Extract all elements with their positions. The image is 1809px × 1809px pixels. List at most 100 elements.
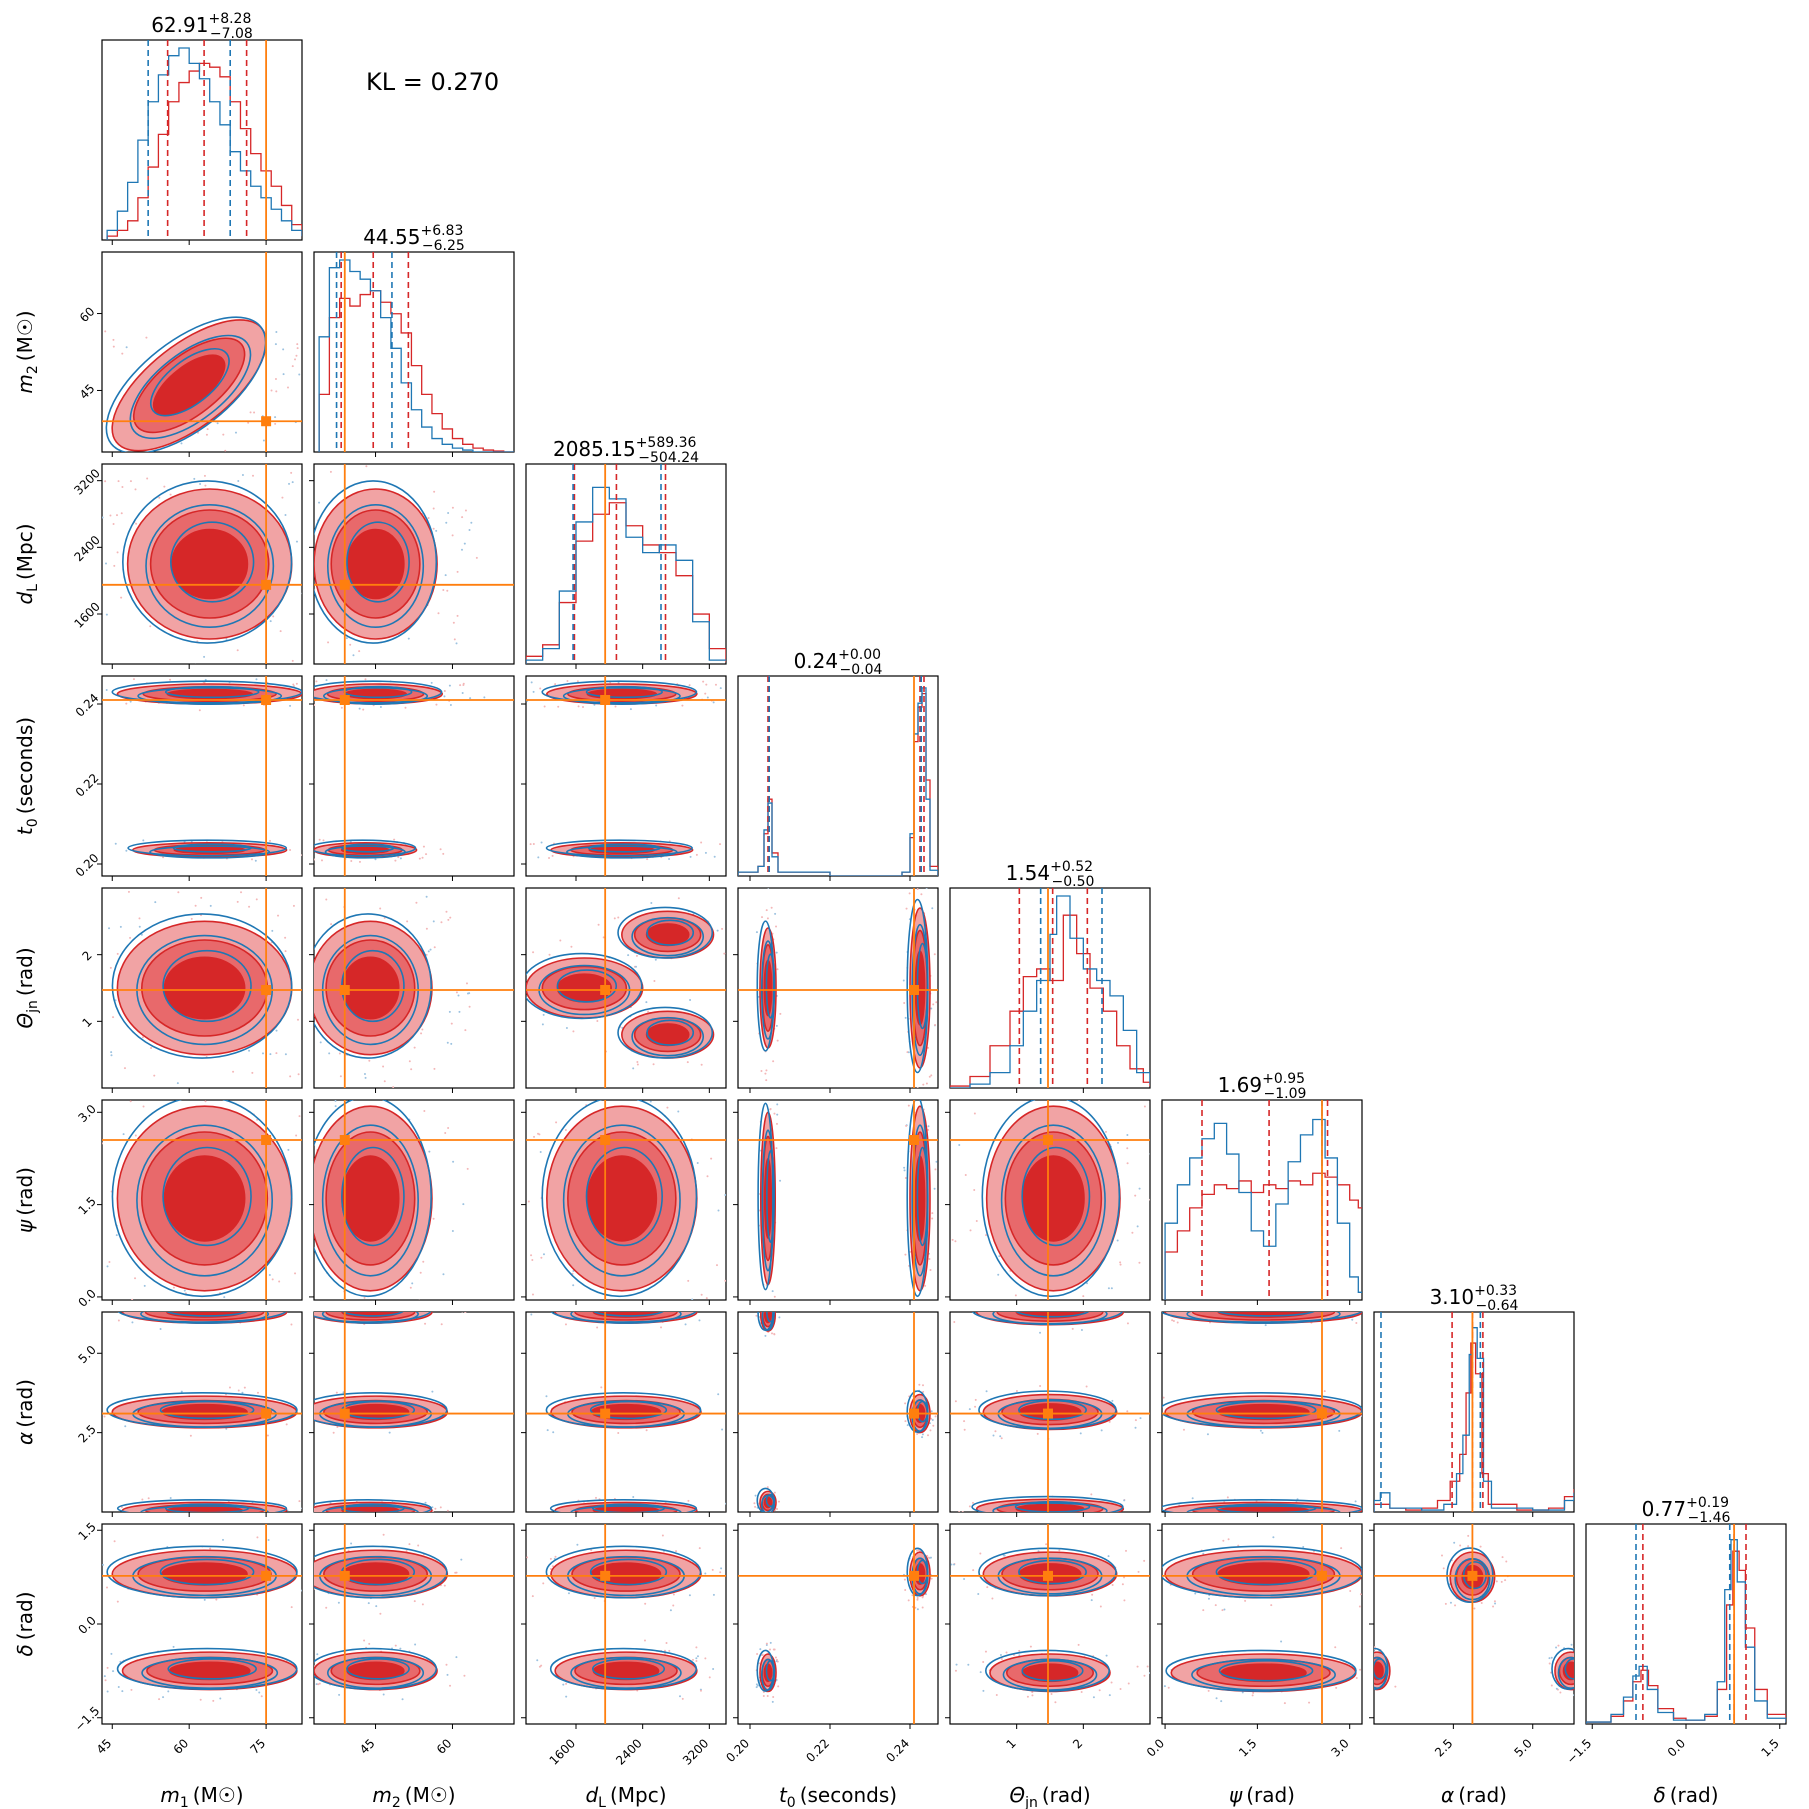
sample-point — [180, 442, 183, 445]
sample-point — [475, 556, 478, 559]
sample-point — [399, 857, 402, 860]
panel-m2: 44.55+6.83 −6.25 — [313, 223, 515, 457]
sample-point — [1371, 1313, 1373, 1315]
blue-histogram — [1164, 1118, 1362, 1300]
sample-point — [1351, 1318, 1354, 1321]
sample-point — [262, 439, 265, 442]
sample-point — [678, 1695, 681, 1698]
y-axis-label-t0: t0 (seconds) — [13, 717, 41, 835]
sample-point — [646, 858, 649, 861]
sample-point — [446, 589, 449, 592]
sample-point — [119, 925, 122, 928]
panel-frame — [737, 675, 939, 877]
sample-point — [776, 1507, 779, 1510]
sample-point — [768, 1518, 770, 1520]
blue-contour-level-3 — [589, 1558, 668, 1586]
sample-point — [565, 1682, 568, 1685]
sample-point — [986, 1586, 989, 1589]
blue-contour-level-2 — [566, 845, 678, 859]
blue-contour-level-3 — [765, 1493, 776, 1508]
sample-point — [159, 1328, 162, 1331]
sample-point — [537, 1307, 539, 1309]
y-tick-label: 0.0 — [75, 1286, 98, 1309]
sample-point — [109, 514, 112, 517]
sample-point — [1143, 1559, 1146, 1562]
sample-point — [190, 917, 193, 920]
sample-point — [705, 683, 708, 686]
truth-marker — [261, 1135, 272, 1145]
sample-point — [700, 841, 703, 844]
blue-contour-level-3 — [1217, 1312, 1315, 1317]
sample-point — [141, 1036, 144, 1039]
sample-point — [1002, 1554, 1005, 1557]
sample-point — [314, 703, 316, 706]
sample-point — [379, 706, 382, 709]
sample-point — [154, 901, 157, 904]
sample-point — [1045, 1543, 1048, 1546]
sample-point — [974, 1405, 977, 1408]
sample-point — [551, 854, 554, 857]
sample-point — [701, 1514, 703, 1516]
sample-point — [1308, 1701, 1311, 1704]
sample-point — [368, 1059, 371, 1062]
sample-point — [317, 1683, 320, 1686]
red-contour-level-3 — [645, 923, 690, 947]
sample-point — [1126, 1410, 1129, 1413]
sample-point — [530, 1254, 533, 1257]
sample-point — [129, 936, 132, 939]
sample-point — [442, 589, 445, 592]
sample-point — [1362, 1519, 1364, 1521]
sample-point — [1063, 1520, 1065, 1522]
sample-point — [392, 1086, 395, 1088]
sample-point — [303, 1404, 305, 1406]
sample-point — [281, 496, 284, 499]
blue-contour-level-3 — [159, 1558, 255, 1586]
sample-point — [1127, 1682, 1130, 1685]
sample-point — [961, 1511, 964, 1512]
sample-point — [953, 1321, 956, 1324]
sample-point — [1121, 1583, 1124, 1586]
sample-point — [1116, 1239, 1119, 1242]
x-tick-label: 0.20 — [723, 1736, 752, 1765]
sample-point — [358, 860, 361, 863]
sample-point — [1018, 1649, 1021, 1652]
sample-point — [449, 1684, 452, 1687]
panel-m1: 62.91+8.28 −7.08 — [101, 11, 303, 245]
sample-point — [554, 1555, 557, 1558]
sample-point — [163, 485, 166, 488]
sample-point — [432, 1306, 434, 1308]
sample-point — [532, 843, 535, 846]
sample-point — [106, 1586, 109, 1589]
sample-point — [602, 936, 605, 939]
red-histogram — [950, 914, 1150, 1088]
sample-point — [79, 1510, 81, 1512]
sample-point — [706, 696, 709, 699]
sample-point — [1363, 1300, 1365, 1302]
marginal-title-theta_jn: 1.54+0.52 −0.50 — [1006, 859, 1095, 890]
sample-point — [776, 1039, 779, 1042]
blue-contour-level-3 — [1215, 1558, 1317, 1586]
blue-contour-level-1 — [111, 1100, 293, 1298]
sample-point — [1548, 1657, 1551, 1660]
sample-point — [421, 856, 424, 859]
sample-point — [696, 1655, 699, 1658]
sample-point — [106, 1265, 109, 1268]
sample-point — [951, 1238, 954, 1241]
truth-marker — [339, 985, 350, 995]
sample-point — [291, 659, 294, 662]
sample-point — [335, 1391, 338, 1394]
sample-point — [1374, 1646, 1376, 1649]
sample-point — [106, 1666, 109, 1669]
sample-point — [1108, 1420, 1111, 1423]
sample-point — [447, 1127, 450, 1130]
sample-point — [1102, 1301, 1104, 1303]
sample-point — [172, 1286, 175, 1289]
sample-point — [1078, 1100, 1081, 1101]
red-contour-level-3 — [1021, 1155, 1085, 1242]
sample-point — [446, 1509, 449, 1512]
sample-point — [998, 1255, 1001, 1258]
sample-point — [1227, 1538, 1230, 1541]
sample-point — [911, 1594, 914, 1597]
sample-point — [695, 1657, 698, 1660]
sample-point — [1182, 1428, 1185, 1431]
